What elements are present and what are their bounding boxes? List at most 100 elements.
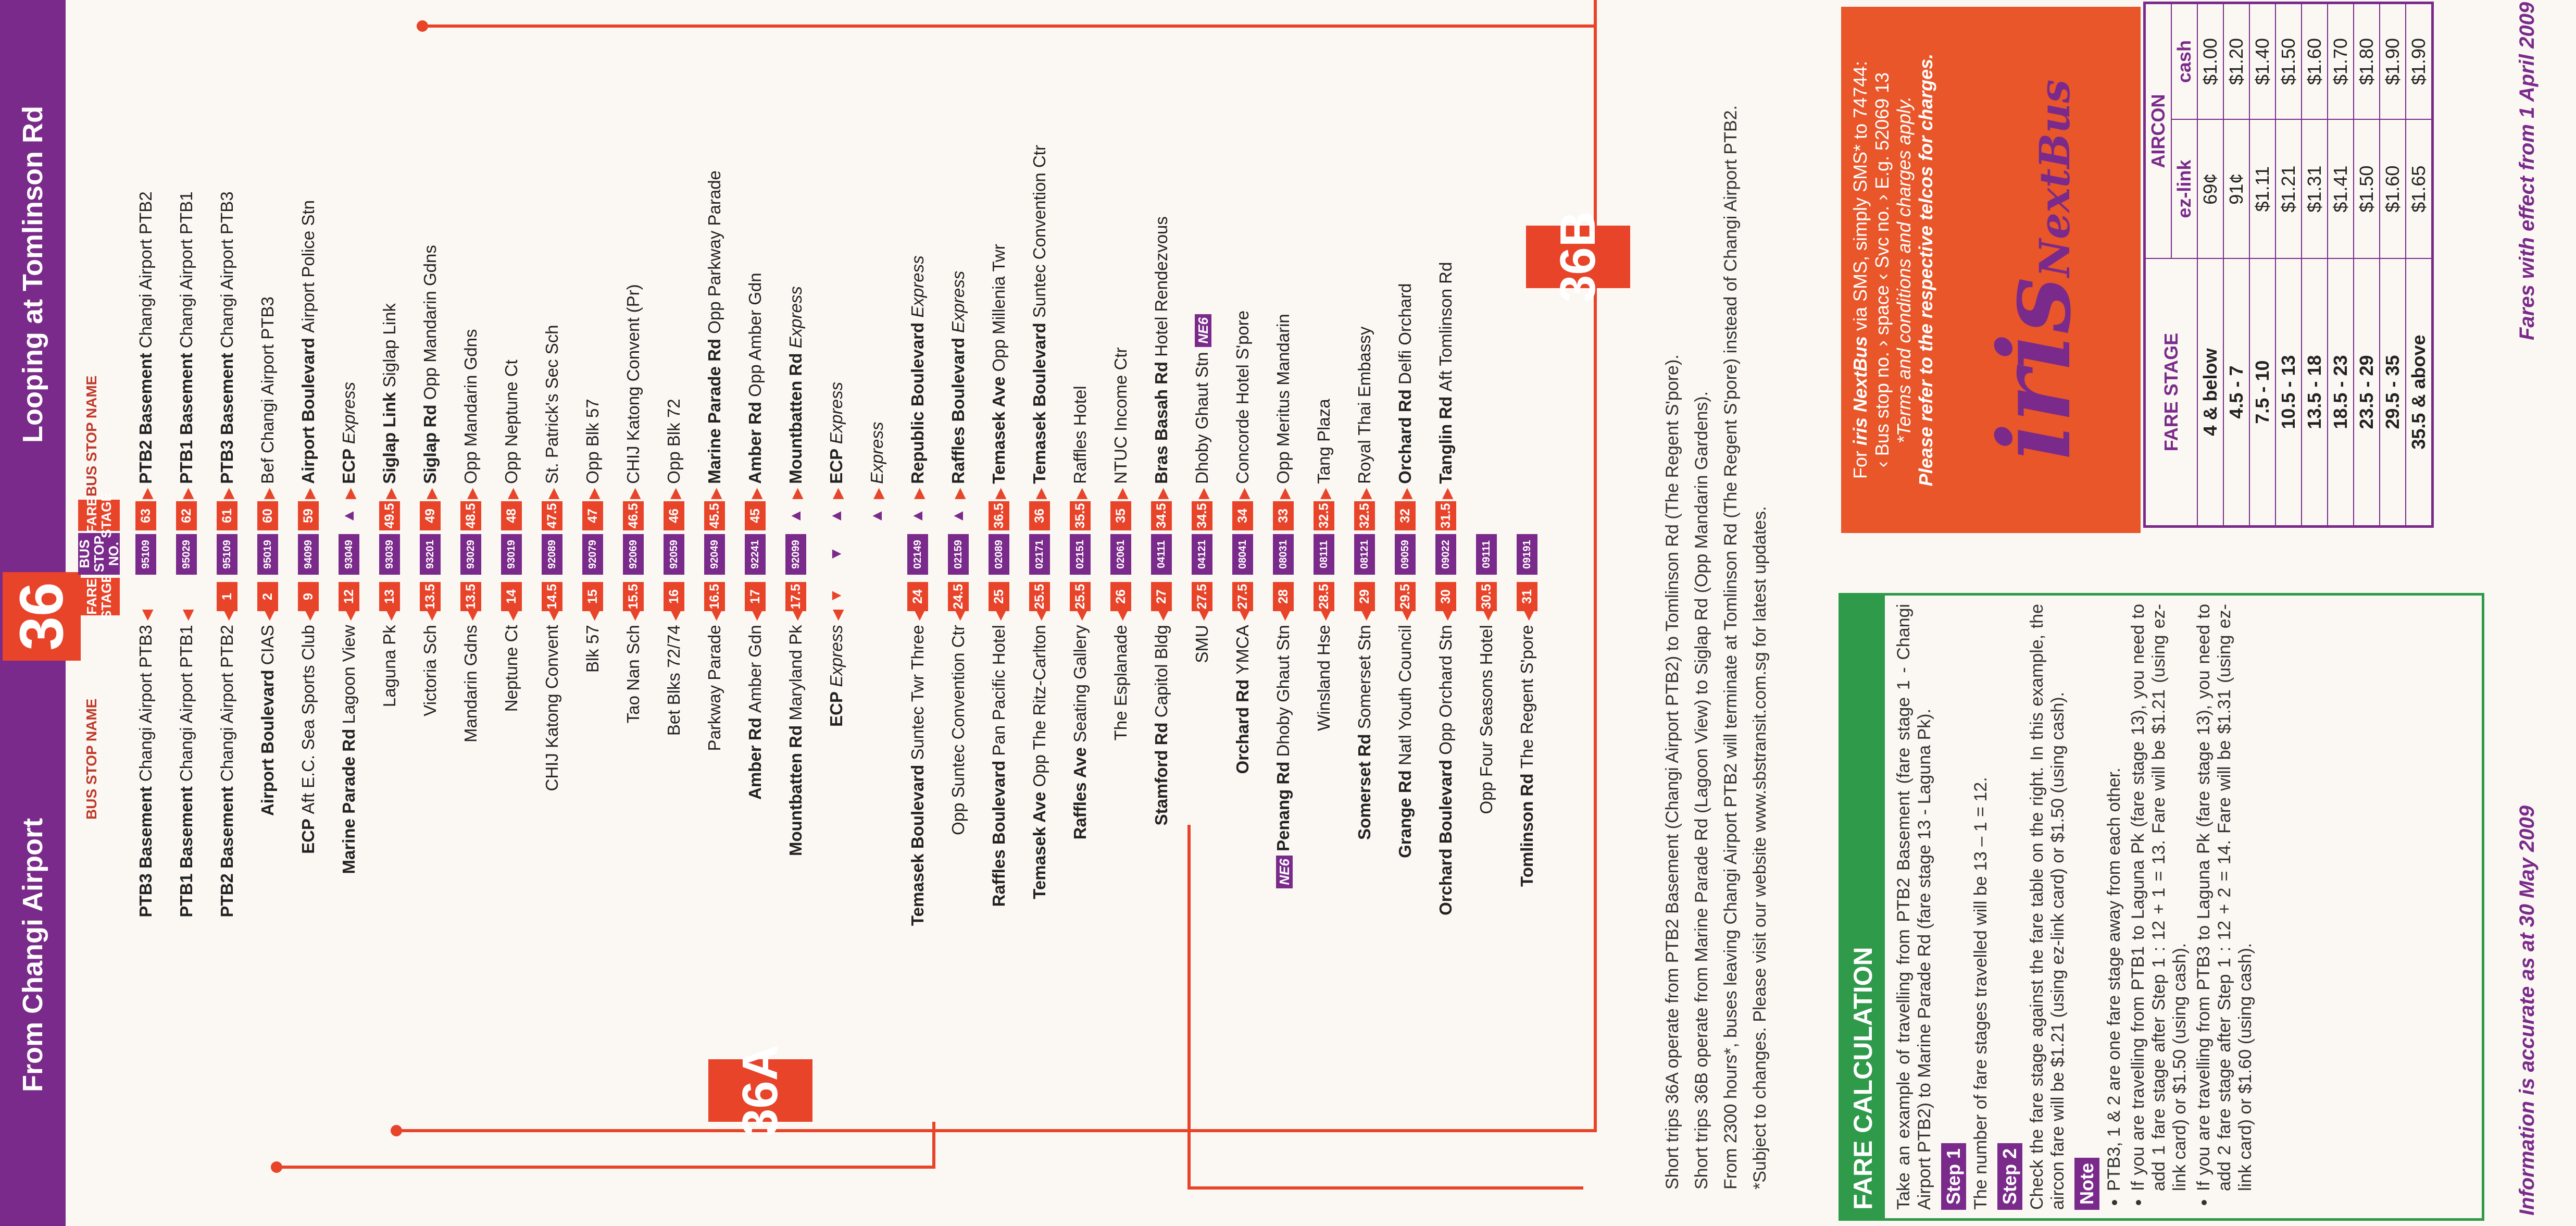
- fare-stage-outbound: 15.5: [623, 582, 644, 611]
- fare-stage-outbound: 17.5: [785, 582, 806, 611]
- fare-stage-outbound: 1: [217, 582, 237, 611]
- iris-logo: irisNextBus: [1977, 79, 2093, 461]
- stop-name-outbound: Mandarin Gdns ◀: [461, 610, 480, 742]
- fare-stage-return: 34: [1232, 501, 1253, 530]
- ezlink-fare-cell: $1.60: [2380, 119, 2406, 259]
- fare-calc-intro: Take an example of travelling from PTB2 …: [1894, 604, 1934, 1210]
- route-row: Airport Boulevard CIAS ◀ 2 95019 60 ▶ Bef Ch…: [252, 0, 283, 1226]
- stop-name-return: ▶ Express: [867, 422, 886, 499]
- route-row: Mountbatten Rd Maryland Pk ◀ 17.5 92099 ▲ ▶ …: [780, 0, 811, 1226]
- fare-calculation-box: FARE CALCULATION Take an example of trav…: [1839, 593, 2484, 1221]
- stop-name-return: ▶ Temasek Ave Opp Millenia Twr: [989, 244, 1008, 499]
- label-bus-stop-no: BUS STOP NO.: [77, 533, 121, 575]
- fare-stage-outbound: 25.5: [1029, 582, 1050, 611]
- route-36b-tag: 36B: [1526, 211, 1630, 303]
- stop-name-return: ▶ NTUC Income Ctr: [1111, 347, 1130, 499]
- express-arrow: ▼: [828, 588, 845, 603]
- route-row: The Esplanade ◀ 26 02061 35 ▶ NTUC Income Ct…: [1105, 0, 1136, 1226]
- note-item: If you are travelling from PTB1 to Lagun…: [2128, 604, 2190, 1191]
- route-row: Stamford Rd Capitol Bldg ◀ 27 04111 34.5 ▶ B…: [1146, 0, 1177, 1226]
- stop-name-return: ▶ Temasek Boulevard Suntec Convention Ct…: [1030, 145, 1049, 499]
- bus-stop-number: 09191: [1517, 534, 1537, 575]
- bus-stop-number: 93039: [379, 534, 400, 575]
- route-36b-line-bottom: [1594, 0, 1597, 1132]
- bus-stop-number: 92059: [664, 534, 684, 575]
- stop-name-return: ▶ Bef Changi Airport PTB3: [258, 296, 277, 499]
- route-36a-line-top: [1187, 825, 1191, 1190]
- fare-row: 4.5 - 7 91¢ $1.20: [2223, 3, 2249, 527]
- iris-line2: ‹ Bus stop no. › space ‹ Svc no. › E.g. …: [1871, 72, 1893, 468]
- stop-name-outbound: Neptune Ct ◀: [502, 610, 521, 712]
- stop-name-outbound: Parkway Parade ◀: [705, 610, 724, 751]
- fare-stage-cell: 18.5 - 23: [2328, 258, 2354, 527]
- stop-name-outbound: The Esplanade ◀: [1111, 610, 1130, 741]
- fare-stage-return: 32.5: [1354, 501, 1375, 530]
- fare-stage-return: 34.5: [1151, 501, 1172, 530]
- bus-stop-number: 92079: [582, 534, 603, 575]
- iris-line4: Please refer to the respective telcos fo…: [1915, 53, 1936, 487]
- express-arrow: ▲: [787, 508, 804, 524]
- header-to: Looping at Tomlinson Rd: [17, 106, 48, 443]
- route-row: PTB3 Basement Changi Airport PTB3 ◀ 95109…: [130, 0, 161, 1226]
- stop-name-outbound: PTB1 Basement Changi Airport PTB1 ◀: [177, 610, 196, 918]
- stop-name-outbound: NE6Penang Rd Dhoby Ghaut Stn ◀: [1268, 610, 1299, 888]
- step1-label: Step 1: [1941, 1143, 1966, 1210]
- route-row: Victoria Sch ◀ 13.5 93201 49 ▶ Siglap Rd Opp…: [415, 0, 446, 1226]
- fare-stage-cell: 4 & below: [2197, 258, 2223, 527]
- stop-name-return: ▶ Republic Boulevard Express: [908, 255, 927, 499]
- bus-stop-number: 02089: [989, 534, 1009, 575]
- note-36a: Short trips 36A operate from PTB2 Baseme…: [1662, 354, 1682, 1190]
- note-label: Note: [2074, 1158, 2099, 1210]
- stop-name-return: ▶ St. Patrick's Sec Sch: [542, 325, 561, 499]
- fare-stage-outbound: 2: [257, 582, 278, 611]
- bus-stop-number: 95019: [257, 534, 278, 575]
- route-row: Temasek Boulevard Suntec Twr Three ◀ 24 02…: [902, 0, 933, 1226]
- fare-stage-cell: 13.5 - 18: [2302, 258, 2328, 527]
- ne6-badge: NE6: [1195, 314, 1211, 347]
- bus-stop-number: 08041: [1232, 534, 1253, 575]
- route-row: Marine Parade Rd Lagoon View ◀ 12 93049 ▲ ▶ …: [333, 0, 365, 1226]
- cash-fare-cell: $1.00: [2197, 3, 2223, 120]
- bus-stop-number: 02159: [948, 534, 969, 575]
- note-item: If you are travelling from PTB3 to Lagun…: [2193, 604, 2256, 1191]
- fare-stage-return: 47.5: [542, 501, 562, 530]
- stop-name-outbound: Blk 57 ◀: [583, 610, 602, 673]
- stop-name-outbound: Amber Rd Amber Gdn ◀: [745, 610, 765, 800]
- route-row: Amber Rd Amber Gdn ◀ 17 92241 45 ▶ Amber Rd …: [740, 0, 771, 1226]
- cash-fare-cell: $1.80: [2354, 3, 2380, 120]
- stop-name-return: ▶ Mountbatten Rd Express: [786, 286, 805, 499]
- cash-header: cash: [2171, 3, 2197, 120]
- stop-name-outbound: Grange Rd Natl Youth Council ◀: [1395, 610, 1415, 858]
- ezlink-fare-cell: $1.65: [2406, 119, 2433, 259]
- fare-row: 7.5 - 10 $1.11 $1.40: [2249, 3, 2275, 527]
- express-arrow: ▲: [340, 508, 357, 524]
- fare-stage-outbound: 28.5: [1314, 582, 1334, 611]
- fare-stage-return: 32: [1395, 501, 1416, 530]
- stop-name-outbound: Temasek Boulevard Suntec Twr Three ◀: [908, 610, 927, 926]
- fare-stage-return: 46: [664, 501, 684, 530]
- fare-row: 35.5 & above $1.65 $1.90: [2406, 3, 2433, 527]
- ezlink-fare-cell: $1.11: [2249, 119, 2275, 259]
- cash-fare-cell: $1.70: [2328, 3, 2354, 120]
- bus-stop-number: 92089: [542, 534, 562, 575]
- fare-stage-outbound: 27.5: [1232, 582, 1253, 611]
- fare-row: 29.5 - 35 $1.60 $1.90: [2380, 3, 2406, 527]
- route-row: Mandarin Gdns ◀ 13.5 93029 48.5 ▶ Opp Mandar…: [455, 0, 486, 1226]
- stop-name-return: ▶ PTB3 Basement Changi Airport PTB3: [217, 191, 236, 499]
- route-36a-line-right-top: [1187, 1186, 1583, 1190]
- route-row: PTB2 Basement Changi Airport PTB2 ◀ 1 9510…: [211, 0, 243, 1226]
- fare-stage-return: 35: [1110, 501, 1131, 530]
- stop-name-outbound: Tomlinson Rd The Regent S'pore ◀: [1517, 610, 1536, 887]
- bus-stop-number: 95109: [135, 534, 156, 575]
- route-number: 36: [3, 572, 81, 661]
- bus-stop-number: 92099: [785, 534, 806, 575]
- bus-stop-number: 93049: [339, 534, 359, 575]
- stop-name-outbound: Marine Parade Rd Lagoon View ◀: [339, 610, 358, 874]
- stop-name-outbound: Mountbatten Rd Maryland Pk ◀: [786, 610, 805, 856]
- stop-name-outbound: Winsland Hse ◀: [1314, 610, 1333, 731]
- bus-stop-number: 92241: [745, 534, 766, 575]
- route-row: Grange Rd Natl Youth Council ◀ 29.5 09059 3…: [1390, 0, 1421, 1226]
- ezlink-header: ez-link: [2171, 119, 2197, 259]
- stop-name-outbound: Raffles Boulevard Pan Pacific Hotel ◀: [989, 610, 1008, 907]
- stop-name-return: ▶ Royal Thai Embassy: [1355, 326, 1374, 499]
